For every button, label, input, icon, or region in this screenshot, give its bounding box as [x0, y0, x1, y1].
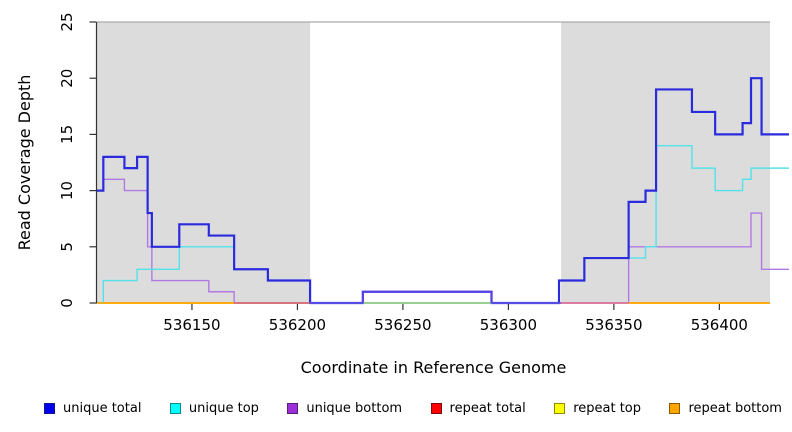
shaded-region — [561, 22, 770, 303]
x-tick-label: 536300 — [480, 316, 537, 334]
legend-label: repeat bottom — [688, 400, 782, 416]
series-line-unique-bottom — [97, 178, 789, 304]
y-tick-label: 10 — [58, 181, 76, 200]
legend-label: repeat total — [449, 400, 526, 416]
legend-item-unique-bottom: unique bottom — [287, 401, 402, 416]
baseline-overlay-segment — [362, 290, 493, 303]
y-tick-label: 25 — [58, 12, 76, 31]
legend-item-repeat-top: repeat top — [554, 401, 641, 416]
repeat-top-swatch-icon — [554, 402, 566, 414]
shaded-region — [97, 22, 311, 303]
y-tick-label: 5 — [58, 242, 76, 252]
x-tick-label: 536350 — [585, 316, 642, 334]
x-tick-label: 536150 — [163, 316, 220, 334]
x-tick-label: 536400 — [691, 316, 748, 334]
repeat-total-swatch-icon — [430, 402, 442, 414]
y-tick-label: 15 — [58, 125, 76, 144]
legend-item-unique-top: unique top — [169, 400, 259, 416]
legend-label: unique top — [188, 400, 259, 416]
x-tick-label: 536250 — [374, 316, 431, 334]
chart-legend: unique total unique top unique bottom re… — [0, 395, 792, 421]
unique-bottom-swatch-icon — [287, 402, 299, 414]
legend-label: unique bottom — [306, 400, 403, 416]
y-axis-title: Read Coverage Depth — [15, 75, 34, 251]
y-tick-label: 20 — [58, 69, 76, 88]
legend-item-repeat-bottom: repeat bottom — [669, 401, 782, 416]
repeat-bottom-swatch-icon — [669, 402, 681, 414]
y-tick-label: 0 — [58, 298, 76, 308]
unique-top-swatch-icon — [169, 402, 181, 414]
x-tick-label: 536200 — [269, 316, 326, 334]
legend-item-unique-total: unique total — [44, 401, 141, 416]
legend-label: repeat top — [573, 400, 641, 416]
legend-item-repeat-total: repeat total — [430, 400, 526, 416]
x-axis-title: Coordinate in Reference Genome — [301, 358, 567, 377]
legend-label: unique total — [63, 400, 142, 416]
unique-total-swatch-icon — [44, 402, 55, 414]
